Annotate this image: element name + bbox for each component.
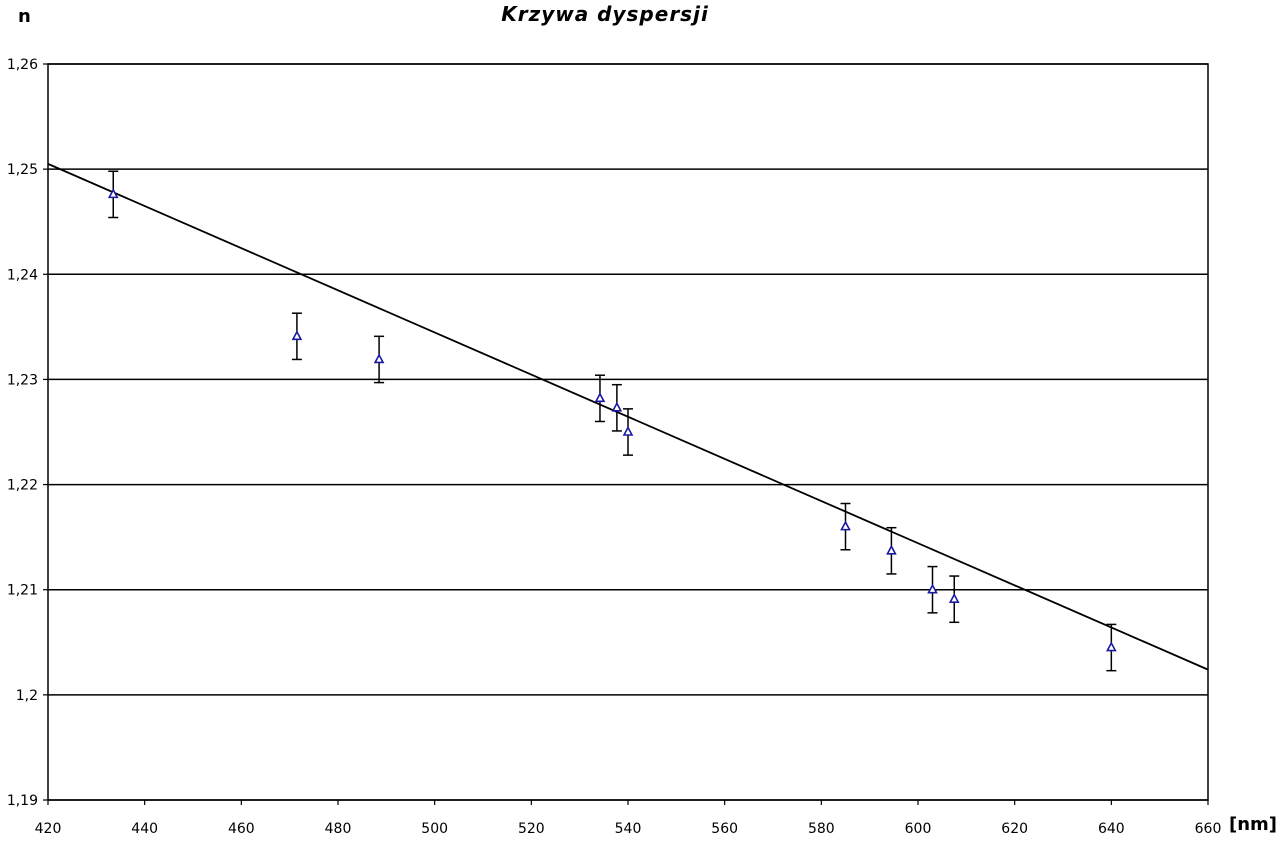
y-axis-label: n (18, 6, 31, 27)
x-tick-label: 420 (35, 821, 62, 837)
x-tick-label: 500 (421, 821, 448, 837)
y-tick-label: 1,19 (7, 793, 38, 809)
x-tick-label: 520 (518, 821, 545, 837)
x-tick-label: 640 (1098, 821, 1125, 837)
x-tick-label: 560 (711, 821, 738, 837)
x-tick-label: 660 (1195, 821, 1222, 837)
y-tick-label: 1,2 (16, 688, 38, 704)
x-tick-label: 440 (131, 821, 158, 837)
x-tick-label: 460 (228, 821, 255, 837)
data-point (948, 592, 960, 603)
x-tick-label: 580 (808, 821, 835, 837)
x-tick-label: 540 (615, 821, 642, 837)
data-point (291, 330, 303, 341)
x-tick-label: 480 (325, 821, 352, 837)
y-tick-label: 1,21 (7, 583, 38, 599)
data-point (594, 392, 606, 403)
data-point (373, 353, 385, 364)
data-point (611, 401, 623, 412)
x-tick-label: 620 (1001, 821, 1028, 837)
x-axis-label: [nm] (1229, 814, 1277, 835)
y-tick-label: 1,24 (7, 267, 38, 283)
data-point (840, 520, 851, 531)
y-tick-label: 1,23 (7, 372, 38, 388)
chart-title: Krzywa dyspersji (501, 2, 709, 26)
y-tick-label: 1,22 (7, 478, 38, 494)
y-tick-label: 1,25 (7, 162, 38, 178)
y-tick-label: 1,26 (7, 57, 38, 73)
data-point (107, 188, 119, 199)
data-point (927, 583, 938, 594)
x-tick-label: 600 (905, 821, 932, 837)
data-point (1106, 641, 1117, 652)
data-point (622, 425, 634, 436)
data-point (886, 544, 897, 555)
